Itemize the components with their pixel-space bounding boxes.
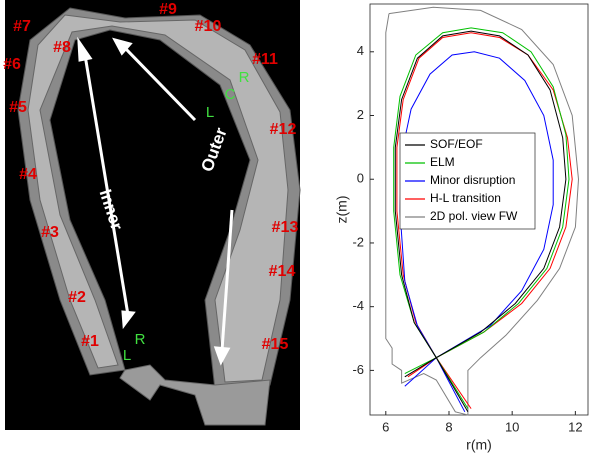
legend-label: ELM xyxy=(430,155,455,169)
x-tick-label: 10 xyxy=(505,419,519,434)
y-axis-label: z(m) xyxy=(334,196,350,224)
x-tick-label: 8 xyxy=(445,419,452,434)
segment-label: #15 xyxy=(262,336,289,353)
segment-label: #14 xyxy=(269,263,296,280)
segment-label: #11 xyxy=(252,51,278,68)
legend-label: 2D pol. view FW xyxy=(430,209,518,223)
y-tick-label: 0 xyxy=(357,171,364,186)
segment-label: #12 xyxy=(270,121,297,138)
figure: #1#2#3#4#5#6#7#8#9#10#11#12#13#14#15Inne… xyxy=(0,0,590,461)
segment-label: #10 xyxy=(195,18,222,35)
side-label: R xyxy=(135,331,146,348)
y-tick-label: 4 xyxy=(357,43,364,58)
segment-label: #6 xyxy=(3,56,21,73)
x-axis-label: r(m) xyxy=(466,437,492,453)
segment-label: #5 xyxy=(9,99,27,116)
side-label: C xyxy=(225,86,236,103)
page: #1#2#3#4#5#6#7#8#9#10#11#12#13#14#15Inne… xyxy=(0,0,590,466)
y-tick-label: 2 xyxy=(357,107,364,122)
segment-label: #3 xyxy=(41,224,59,241)
legend-label: SOF/EOF xyxy=(430,137,483,151)
segment-label: #8 xyxy=(53,39,71,56)
y-tick-label: -2 xyxy=(352,234,364,249)
legend-label: Minor disruption xyxy=(430,173,515,187)
segment-label: #1 xyxy=(81,333,99,350)
y-tick-label: -6 xyxy=(352,362,364,377)
x-tick-label: 12 xyxy=(568,419,582,434)
side-label: L xyxy=(206,104,214,121)
segment-label: #13 xyxy=(272,219,299,236)
y-tick-label: -4 xyxy=(352,298,364,313)
segment-label: #4 xyxy=(19,166,37,183)
side-label: R xyxy=(239,69,250,86)
segment-label: #2 xyxy=(68,289,86,306)
legend-label: H-L transition xyxy=(430,191,501,205)
segment-label: #9 xyxy=(159,1,177,18)
x-tick-label: 6 xyxy=(382,419,389,434)
segment-label: #7 xyxy=(13,18,31,35)
side-label: L xyxy=(123,347,131,364)
